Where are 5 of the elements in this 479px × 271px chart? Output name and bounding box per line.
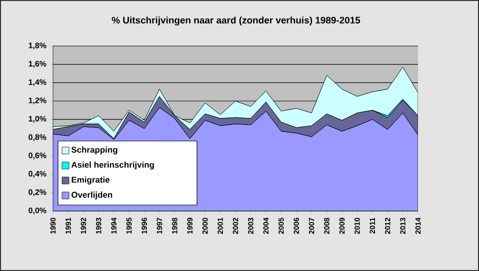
legend-label: Overlijden — [72, 192, 112, 200]
legend-label: Schrapping — [71, 146, 118, 154]
legend-label: Asiel herinschrijving — [71, 162, 154, 170]
chart-title: % Uitschrijvingen naar aard (zonder verhuis) 1989-2015 — [112, 16, 360, 26]
legend-label: Emigratie — [72, 176, 110, 184]
